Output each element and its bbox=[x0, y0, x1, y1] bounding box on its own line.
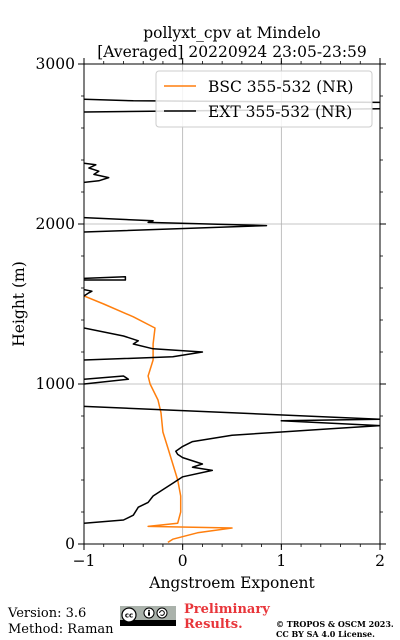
series-line-bsc bbox=[84, 295, 233, 544]
x-tick-label: 0 bbox=[178, 552, 188, 570]
y-tick-label: 1000 bbox=[36, 375, 75, 393]
axis-ticks bbox=[78, 58, 386, 550]
copyright-notice: © TROPOS & OSCM 2023. CC BY SA 4.0 Licen… bbox=[276, 619, 394, 639]
preliminary-line1: Preliminary bbox=[184, 602, 270, 617]
series-line-ext-segment bbox=[84, 327, 204, 361]
chart: pollyxt_cpv at Mindelo [Averaged] 202209… bbox=[10, 24, 386, 592]
chart-title-line1: pollyxt_cpv at Mindelo bbox=[143, 24, 321, 42]
y-tick-label: 0 bbox=[65, 535, 75, 553]
copyright-line2: CC BY SA 4.0 License. bbox=[276, 629, 375, 639]
series-line-ext-segment bbox=[84, 375, 130, 385]
plot-frame bbox=[83, 63, 381, 545]
series-line-ext bbox=[84, 405, 380, 524]
y-tick-label: 3000 bbox=[36, 55, 75, 73]
grid-lines bbox=[83, 63, 381, 545]
series-line-ext-segment bbox=[84, 162, 110, 184]
y-axis-label: Height (m) bbox=[10, 261, 28, 347]
series-line-ext-segment bbox=[84, 288, 93, 297]
cc-by-sa-badge: cc bbox=[120, 606, 176, 626]
cc-icon bbox=[121, 607, 137, 623]
x-axis-label: Angstroem Exponent bbox=[148, 574, 315, 592]
legend-box bbox=[155, 70, 373, 128]
legend-label-ext: EXT 355-532 (NR) bbox=[208, 103, 352, 121]
series-line-ext-segment bbox=[84, 276, 127, 281]
series-layer bbox=[84, 98, 380, 544]
copyright-line1: © TROPOS & OSCM 2023. bbox=[276, 619, 394, 629]
x-tick-label: 2 bbox=[375, 552, 385, 570]
preliminary-notice: Preliminary Results. bbox=[184, 602, 270, 632]
chart-title-line2: [Averaged] 20220924 23:05-23:59 bbox=[97, 43, 367, 61]
legend-label-bsc: BSC 355-532 (NR) bbox=[208, 78, 353, 96]
method-text: Method: Raman bbox=[8, 622, 114, 637]
x-tick-label: −1 bbox=[73, 552, 96, 570]
x-tick-label: 1 bbox=[276, 552, 286, 570]
svg-text:cc: cc bbox=[125, 612, 133, 620]
version-text: Version: 3.6 bbox=[8, 606, 87, 621]
series-line-ext-segment bbox=[84, 216, 268, 233]
sa-icon bbox=[156, 607, 168, 619]
preliminary-line2: Results. bbox=[184, 617, 243, 632]
legend: BSC 355-532 (NR) EXT 355-532 (NR) bbox=[155, 70, 373, 128]
y-tick-label: 2000 bbox=[36, 215, 75, 233]
